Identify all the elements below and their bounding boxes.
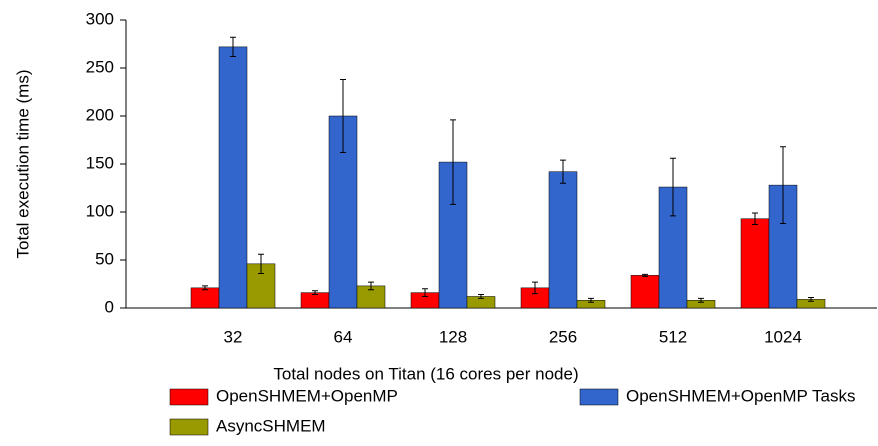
error-bar bbox=[258, 253, 264, 274]
y-tick-label: 100 bbox=[86, 201, 114, 220]
x-axis-title: Total nodes on Titan (16 cores per node) bbox=[273, 364, 578, 383]
bar bbox=[548, 171, 578, 309]
x-tick-label: 32 bbox=[224, 327, 243, 346]
bar bbox=[768, 184, 798, 309]
error-bar bbox=[340, 79, 346, 153]
bar bbox=[190, 287, 220, 309]
legend-swatch bbox=[169, 418, 209, 436]
error-bar bbox=[202, 285, 208, 291]
error-bar bbox=[752, 212, 758, 225]
y-axis-title: Total execution time (ms) bbox=[13, 70, 32, 259]
error-bar bbox=[698, 297, 704, 303]
legend-label: OpenSHMEM+OpenMP bbox=[216, 386, 398, 405]
x-tick-label: 64 bbox=[334, 327, 353, 346]
y-tick-label: 50 bbox=[95, 249, 114, 268]
error-bar bbox=[450, 119, 456, 205]
error-bar bbox=[422, 288, 428, 297]
error-bar bbox=[368, 281, 374, 291]
legend-swatch bbox=[579, 388, 619, 406]
y-tick-label: 150 bbox=[86, 153, 114, 172]
y-tick-label: 300 bbox=[86, 9, 114, 28]
error-bar bbox=[532, 281, 538, 295]
x-tick-label: 256 bbox=[549, 327, 577, 346]
legend-label: AsyncSHMEM bbox=[216, 416, 326, 435]
error-bar bbox=[230, 36, 236, 57]
bar bbox=[630, 275, 660, 309]
error-bar bbox=[670, 157, 676, 217]
error-bar bbox=[312, 290, 318, 296]
y-tick-label: 0 bbox=[105, 297, 114, 316]
error-bar bbox=[560, 159, 566, 184]
x-tick-label: 128 bbox=[439, 327, 467, 346]
y-tick-label: 200 bbox=[86, 105, 114, 124]
error-bar bbox=[808, 296, 814, 302]
bar bbox=[740, 218, 770, 309]
legend-label: OpenSHMEM+OpenMP Tasks bbox=[626, 386, 855, 405]
x-tick-label: 1024 bbox=[764, 327, 802, 346]
error-bar bbox=[478, 294, 484, 299]
error-bar bbox=[642, 273, 648, 277]
bar bbox=[218, 46, 248, 309]
x-tick-label: 512 bbox=[659, 327, 687, 346]
legend-swatch bbox=[169, 388, 209, 406]
error-bar bbox=[780, 146, 786, 225]
y-tick-label: 250 bbox=[86, 57, 114, 76]
error-bar bbox=[588, 297, 594, 303]
